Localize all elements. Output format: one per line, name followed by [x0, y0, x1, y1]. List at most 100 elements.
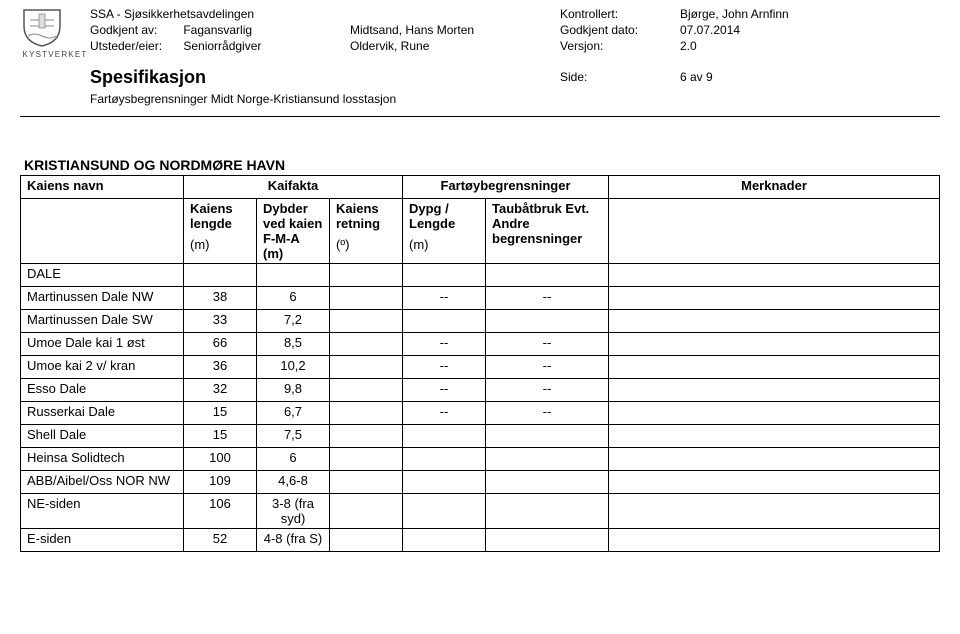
cell-len: 52	[184, 529, 257, 552]
th-facts: Kaifakta	[184, 176, 403, 199]
cell-dir	[330, 287, 403, 310]
cell-dir	[330, 471, 403, 494]
quay-table: Kaiens navn Kaifakta Fartøybegrensninger…	[20, 175, 940, 552]
cell-depth: 8,5	[257, 333, 330, 356]
cell-draft	[403, 494, 486, 529]
checked-name: Bjørge, John Arnfinn	[680, 6, 940, 22]
cell-name: Heinsa Solidtech	[21, 448, 184, 471]
cell-name: Martinussen Dale SW	[21, 310, 184, 333]
spec-subtitle: Fartøysbegrensninger Midt Norge-Kristian…	[90, 88, 940, 116]
group-label: DALE	[21, 264, 184, 287]
th-depth: Dybder ved kaien F-M-A (m)	[257, 199, 330, 264]
table-row: ABB/Aibel/Oss NOR NW1094,6-8	[21, 471, 940, 494]
cell-len: 106	[184, 494, 257, 529]
th-remarks: Merknader	[609, 176, 940, 199]
cell-dir	[330, 529, 403, 552]
th-length: Kaiens lengde (m)	[184, 199, 257, 264]
cell-tug	[486, 529, 609, 552]
cell-tug: --	[486, 356, 609, 379]
issuer-label: Utsteder/eier:	[90, 38, 180, 54]
cell-name: Umoe kai 2 v/ kran	[21, 356, 184, 379]
cell-dir	[330, 333, 403, 356]
cell-rem	[609, 448, 940, 471]
cell-dir	[330, 448, 403, 471]
version-label: Versjon:	[560, 38, 603, 54]
th-draft: Dypg / Lengde (m)	[403, 199, 486, 264]
th-empty	[21, 199, 184, 264]
th-length-unit: (m)	[190, 237, 250, 252]
cell-len: 33	[184, 310, 257, 333]
cell-dir	[330, 494, 403, 529]
cell-tug	[486, 448, 609, 471]
table-subheader-row: Kaiens lengde (m) Dybder ved kaien F-M-A…	[21, 199, 940, 264]
cell-draft	[403, 471, 486, 494]
th-draft-text: Dypg / Lengde	[409, 201, 455, 231]
cell-len: 15	[184, 402, 257, 425]
spec-title: Spesifikasjon	[90, 66, 560, 88]
cell-rem	[609, 333, 940, 356]
table-row: Umoe kai 2 v/ kran3610,2 ----	[21, 356, 940, 379]
issuer-role: Seniorrådgiver	[183, 39, 261, 53]
cell-dir	[330, 402, 403, 425]
cell-draft	[403, 310, 486, 333]
approved-by-label: Godkjent av:	[90, 22, 180, 38]
cell-tug	[486, 494, 609, 529]
th-name: Kaiens navn	[21, 176, 184, 199]
table-row: Esso Dale329,8----	[21, 379, 940, 402]
cell-len: 36	[184, 356, 257, 379]
approved-by-name: Midtsand, Hans Morten	[350, 22, 560, 38]
cell-tug	[486, 471, 609, 494]
cell-depth: 7,5	[257, 425, 330, 448]
cell-depth: 6,7	[257, 402, 330, 425]
th-limits: Fartøybegrensninger	[403, 176, 609, 199]
cell-rem	[609, 425, 940, 448]
table-row: E-siden524-8 (fra S)	[21, 529, 940, 552]
spec-title-row: Spesifikasjon Side: 6 av 9	[90, 66, 940, 88]
cell-depth: 4,6-8	[257, 471, 330, 494]
cell-tug	[486, 425, 609, 448]
cell-rem	[609, 287, 940, 310]
cell-draft	[403, 448, 486, 471]
cell-name: NE-siden	[21, 494, 184, 529]
table-row: Martinussen Dale NW386----	[21, 287, 940, 310]
cell-name: Umoe Dale kai 1 øst	[21, 333, 184, 356]
approved-date-label: Godkjent dato:	[560, 22, 638, 38]
th-draft-unit: (m)	[409, 237, 479, 252]
header-divider	[20, 116, 940, 117]
cell-dir	[330, 425, 403, 448]
cell-tug	[486, 310, 609, 333]
cell-depth: 9,8	[257, 379, 330, 402]
th-tug: Taubåtbruk Evt. Andre begrensninger	[486, 199, 609, 264]
cell-depth: 6	[257, 287, 330, 310]
th-direction-unit: (º)	[336, 237, 396, 252]
table-group-row: DALE	[21, 264, 940, 287]
cell-depth: 7,2	[257, 310, 330, 333]
cell-name: Russerkai Dale	[21, 402, 184, 425]
org-logo-block: KYSTVERKET	[20, 6, 90, 59]
cell-draft: --	[403, 356, 486, 379]
cell-draft	[403, 529, 486, 552]
cell-rem	[609, 471, 940, 494]
cell-depth: 10,2	[257, 356, 330, 379]
cell-name: E-siden	[21, 529, 184, 552]
table-row: Umoe Dale kai 1 øst668,5----	[21, 333, 940, 356]
cell-rem	[609, 402, 940, 425]
kystverket-crest-icon	[20, 8, 64, 48]
cell-dir	[330, 310, 403, 333]
table-header-row: Kaiens navn Kaifakta Fartøybegrensninger…	[21, 176, 940, 199]
cell-len: 15	[184, 425, 257, 448]
cell-tug: --	[486, 287, 609, 310]
cell-rem	[609, 310, 940, 333]
cell-dir	[330, 356, 403, 379]
table-row: NE-siden1063-8 (fra syd)	[21, 494, 940, 529]
document-header: KYSTVERKET SSA - Sjøsikkerhetsavdelingen…	[20, 6, 940, 116]
cell-len: 32	[184, 379, 257, 402]
cell-len: 66	[184, 333, 257, 356]
cell-name: Shell Dale	[21, 425, 184, 448]
th-length-text: Kaiens lengde	[190, 201, 233, 231]
org-name: KYSTVERKET	[20, 50, 90, 59]
table-row: Martinussen Dale SW337,2	[21, 310, 940, 333]
th-remarks-empty	[609, 199, 940, 264]
cell-name: Martinussen Dale NW	[21, 287, 184, 310]
cell-rem	[609, 379, 940, 402]
